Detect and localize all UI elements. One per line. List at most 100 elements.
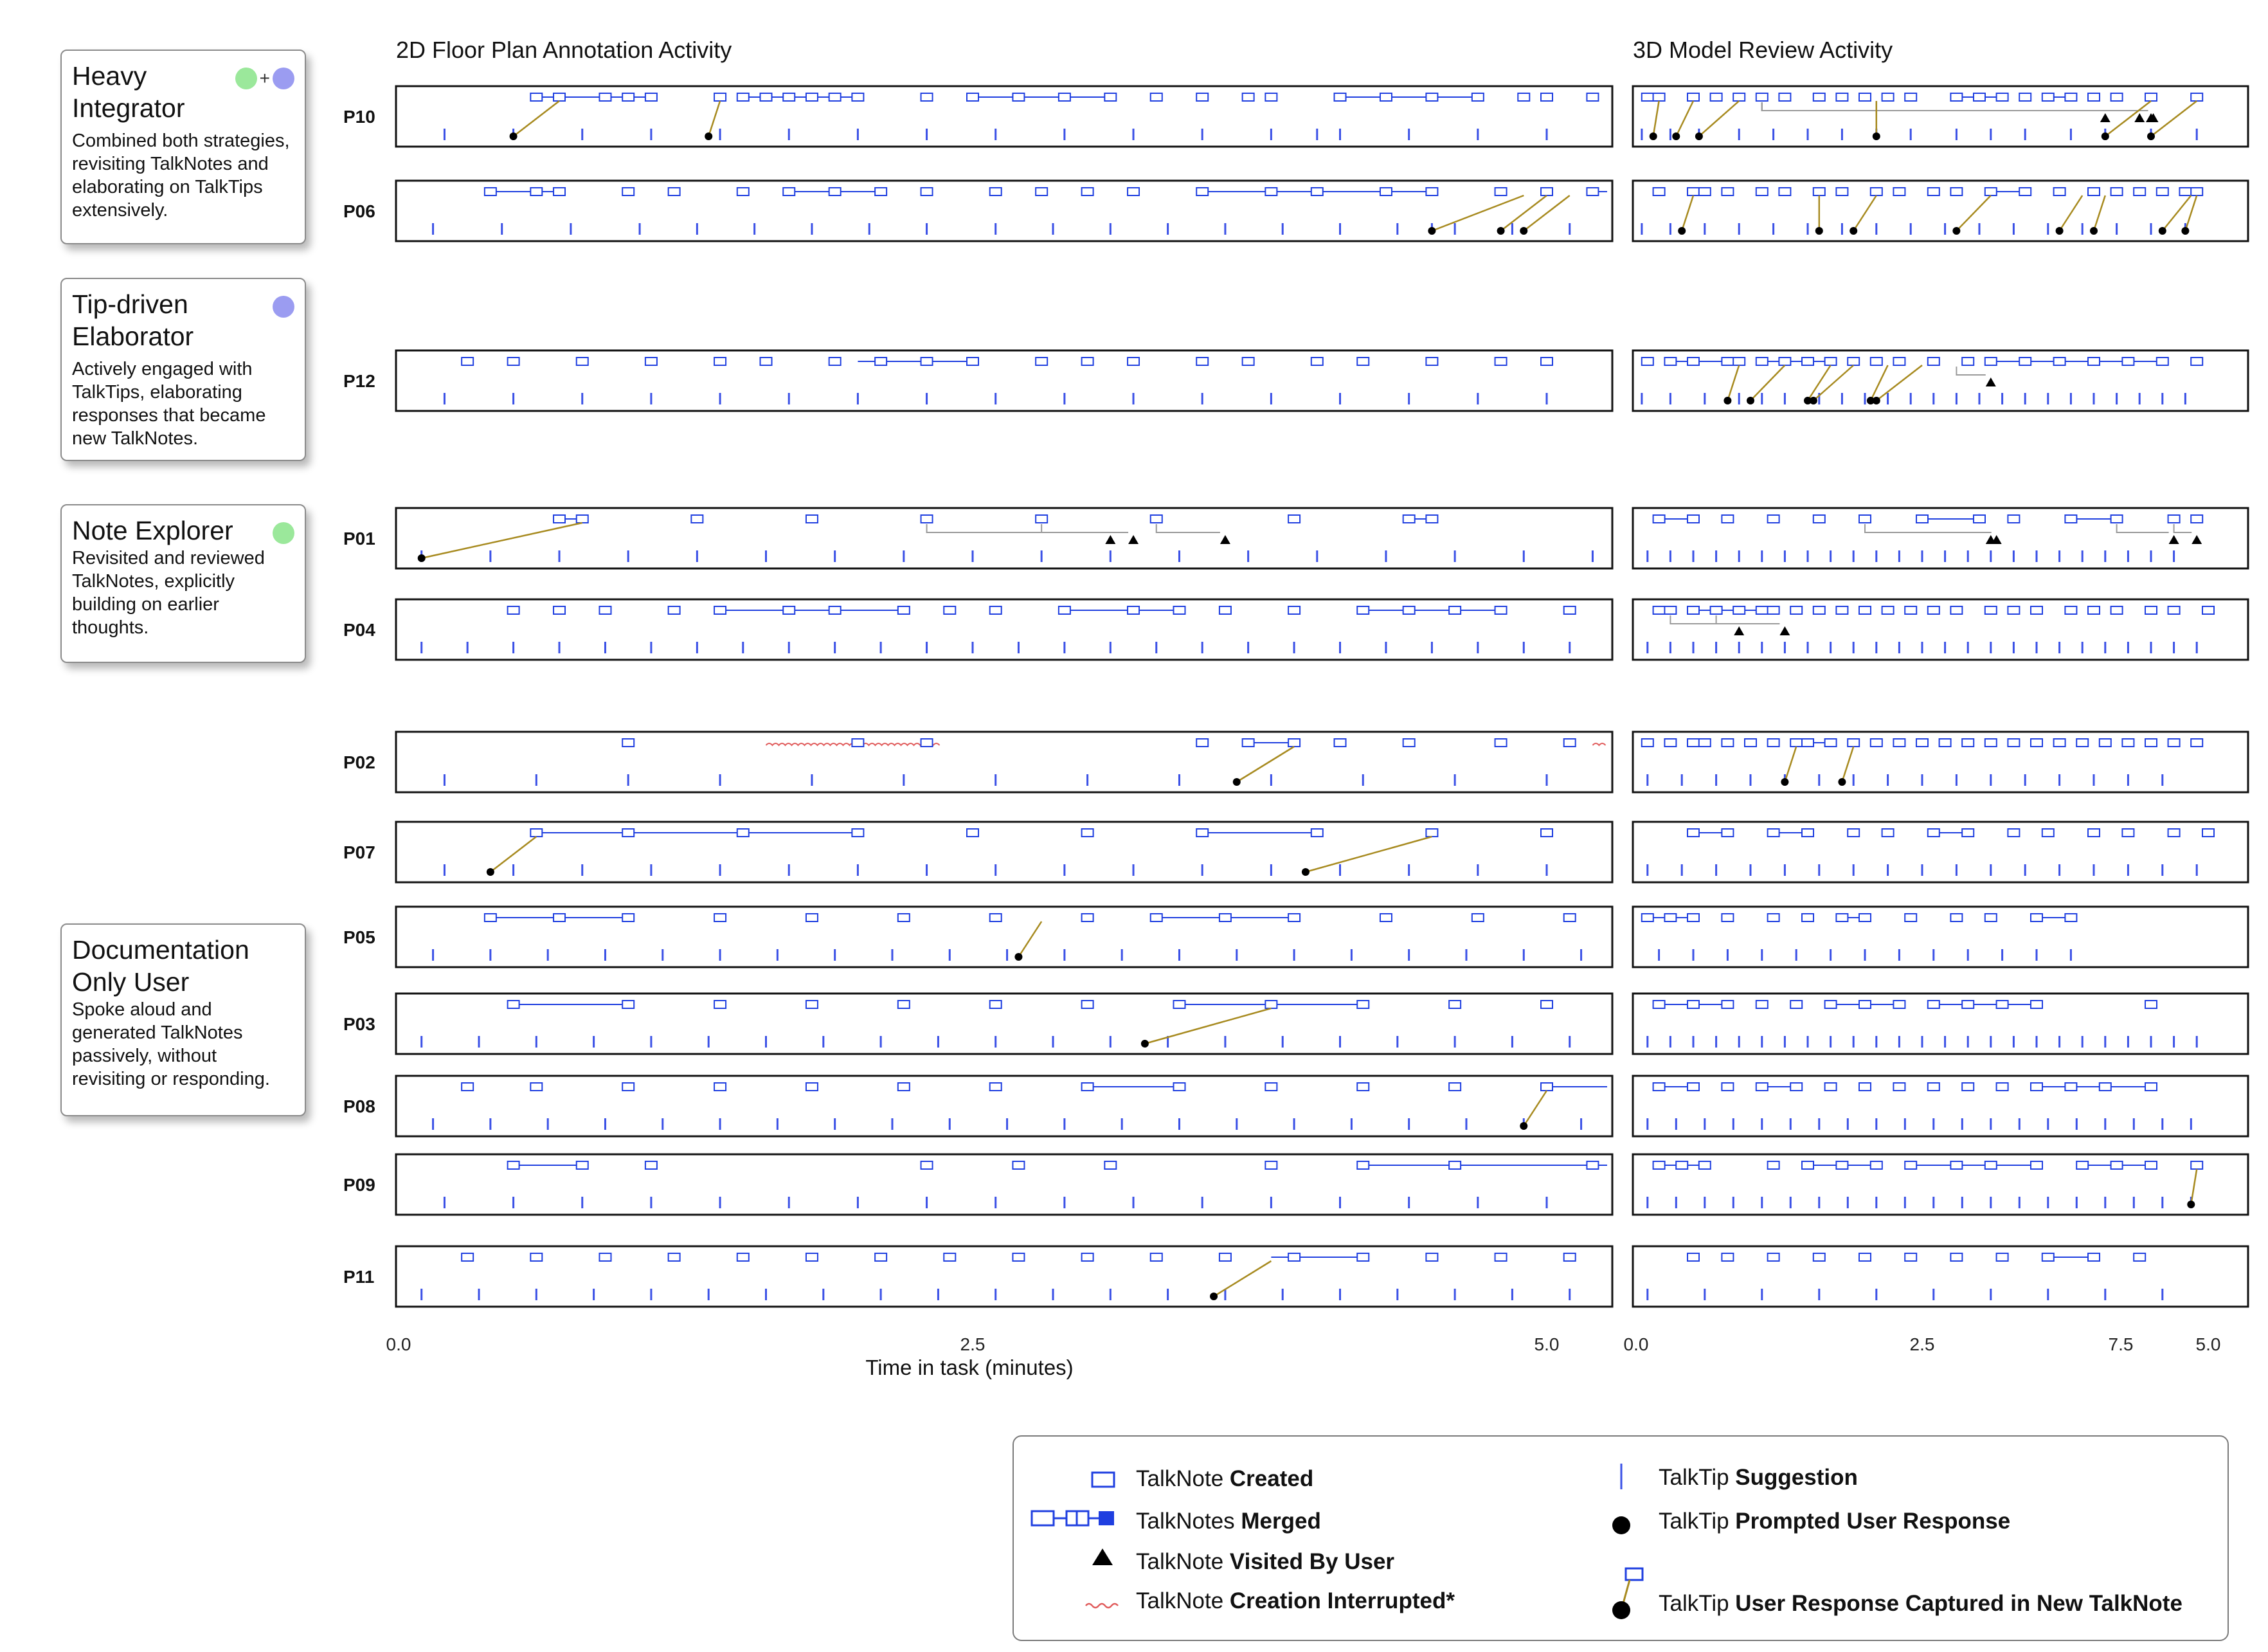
talknote-created [1881, 606, 1895, 615]
talknote-created [1664, 357, 1677, 366]
talknote-created [598, 93, 612, 102]
talknote-created [966, 93, 979, 102]
talknote-created [622, 187, 635, 196]
talknote-created [1995, 93, 2009, 102]
talknote-created [1893, 738, 1906, 747]
response-link [1144, 1007, 1272, 1045]
talknote-created [2145, 93, 2157, 102]
prompted-response-dot [1140, 1040, 1149, 1048]
talknote-created [1859, 1000, 1871, 1009]
floor-plan-panel-frame [395, 507, 1614, 570]
talknote-created [1767, 913, 1780, 922]
prompted-response-dot [2187, 1201, 2195, 1208]
talknote-created [1494, 1253, 1508, 1262]
talknote-created [2087, 357, 2100, 366]
talknote-created [2133, 187, 2146, 196]
talknote-created [1356, 1000, 1370, 1009]
talknote-created [2087, 93, 2100, 102]
talknote-created [805, 93, 818, 102]
prompted-response-dot [2090, 227, 2098, 235]
talknote-created [2179, 187, 2192, 196]
talknote-created [1379, 93, 1392, 102]
talknote-created [1801, 828, 1814, 837]
prompted-response-dot [2158, 227, 2166, 235]
talknote-created [2076, 738, 2089, 747]
talknote-created [2087, 187, 2100, 196]
talknote-created [1687, 606, 1700, 615]
talknote-created [1824, 1000, 1837, 1009]
talknote-created [2064, 1082, 2078, 1091]
talknote-created [1664, 913, 1677, 922]
talknote-created [1081, 913, 1094, 922]
talknote-created [2110, 606, 2123, 615]
talknote-created [1356, 606, 1370, 615]
model-review-panel-frame [1632, 1245, 2249, 1308]
talknote-created [851, 93, 865, 102]
talknote-created [1310, 187, 1324, 196]
prompted-response-dot [1866, 397, 1875, 404]
talknote-created [1288, 738, 1301, 747]
talknote-created [2087, 606, 2100, 615]
talknote-created [483, 187, 497, 196]
talknote-created [1288, 1253, 1301, 1262]
talknote-created [1950, 913, 1963, 922]
participant-label: P07 [343, 842, 375, 862]
talknote-created [1755, 93, 1769, 102]
prompted-response-dot [1210, 1293, 1218, 1300]
talknote-created [1973, 93, 1986, 102]
talknote-created [2098, 1082, 2112, 1091]
talknote-created [1709, 93, 1723, 102]
talknote-created [1540, 1082, 1553, 1091]
strategy-dots [273, 522, 294, 544]
group-card-heavy-integrator: + Heavy Integrator Combined both strateg… [60, 50, 306, 244]
model-review-panel-frame [1632, 905, 2249, 968]
talknote-created [1127, 606, 1140, 615]
response-link [2105, 100, 2152, 137]
talknote-created [598, 606, 612, 615]
prompted-response-dot [1649, 132, 1657, 140]
prompted-response-dot [1520, 1122, 1528, 1130]
talknote-created [2007, 514, 2021, 523]
talknote-created [782, 187, 796, 196]
talknote-created [1687, 1253, 1700, 1262]
response-link [1018, 921, 1043, 958]
talknote-created [1104, 93, 1117, 102]
talknote-created [759, 357, 773, 366]
prompted-response-dot [2055, 227, 2064, 235]
talknote-created [1333, 738, 1347, 747]
talknote-created [828, 93, 842, 102]
talknote-created [2098, 738, 2112, 747]
talknote-created [1835, 606, 1849, 615]
talknote-created [1927, 1000, 1940, 1009]
visited-triangle [1220, 535, 1230, 544]
talknote-created [1721, 913, 1734, 922]
talknote-created [714, 1000, 727, 1009]
visit-link [2116, 524, 2169, 533]
talknote-created [553, 93, 566, 102]
legend-note-created: TalkNote Created [1136, 1466, 1314, 1491]
talknote-created [1402, 606, 1416, 615]
talknote-created [2007, 606, 2021, 615]
talknote-created [1652, 514, 1666, 523]
talknote-created [1448, 1000, 1462, 1009]
talknote-created [1893, 1000, 1906, 1009]
talknote-created [1471, 913, 1484, 922]
talknote-created [1973, 514, 1986, 523]
talknote-created [644, 1161, 658, 1170]
talknote-created [966, 828, 979, 837]
talknote-created [1698, 1161, 1711, 1170]
talknote-created [989, 606, 1002, 615]
talknote-created [897, 913, 910, 922]
talknote-created [1801, 1161, 1814, 1170]
talknote-created [2019, 187, 2032, 196]
talknote-created [1893, 187, 1906, 196]
talknote-created [1938, 738, 1952, 747]
talknote-created [1893, 1082, 1906, 1091]
response-link [2184, 195, 2198, 231]
talknote-created [1984, 606, 1997, 615]
talknote-created [1448, 1082, 1462, 1091]
talknote-created [622, 738, 635, 747]
talknote-created [1196, 93, 1209, 102]
visit-link [1155, 524, 1220, 533]
talknote-created [1859, 1253, 1871, 1262]
